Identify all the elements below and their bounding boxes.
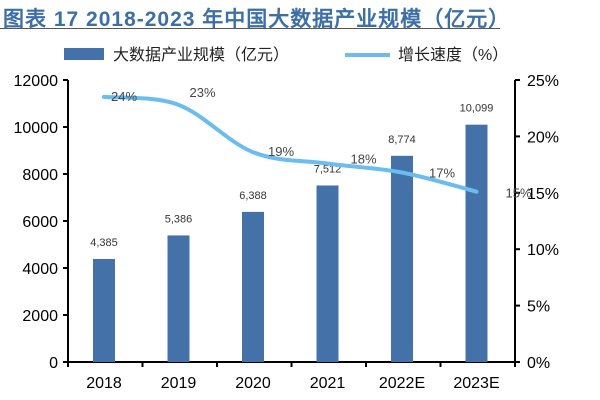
left-tick-label: 4000 — [22, 261, 58, 278]
left-tick-label: 6000 — [22, 214, 58, 231]
bar-label: 10,099 — [460, 103, 494, 115]
line-label: 18% — [350, 151, 376, 166]
line-label: 19% — [268, 144, 294, 159]
legend-line-label: 增长速度（%） — [398, 46, 508, 64]
x-tick-label: 2022E — [379, 375, 425, 392]
right-tick-label: 20% — [527, 129, 559, 146]
bar-2022E — [391, 155, 413, 362]
line-label: 17% — [429, 165, 455, 180]
bar-label: 7,512 — [314, 163, 342, 175]
left-tick-label: 10000 — [14, 120, 59, 137]
bar-2019 — [167, 235, 190, 362]
title-divider — [0, 28, 500, 29]
left-tick-label: 8000 — [22, 167, 58, 184]
line-label: 23% — [189, 85, 215, 100]
x-tick-label: 2021 — [310, 375, 346, 392]
legend-bar-label: 大数据产业规模（亿元） — [113, 46, 289, 64]
right-tick-label: 25% — [527, 73, 559, 90]
left-tick-label: 2000 — [22, 308, 58, 325]
left-tick-label: 0 — [49, 355, 58, 372]
x-tick-label: 2023E — [453, 375, 499, 392]
line-label: 15% — [505, 186, 531, 201]
right-tick-label: 10% — [527, 242, 559, 259]
right-tick-label: 0% — [527, 355, 550, 372]
growth-line — [102, 94, 479, 194]
bar-label: 4,385 — [90, 237, 118, 249]
legend-bar-swatch — [64, 48, 104, 60]
bar-2021 — [316, 185, 339, 362]
x-tick-label: 2019 — [161, 375, 197, 392]
bar-2018 — [93, 258, 115, 362]
chart-title: 图表 17 2018-2023 年中国大数据产业规模（亿元） — [3, 8, 511, 31]
left-tick-label: 12000 — [14, 73, 59, 90]
bar-2023E — [465, 124, 488, 363]
bar-label: 8,774 — [388, 134, 416, 146]
right-tick-label: 15% — [527, 186, 559, 203]
right-tick-label: 5% — [527, 299, 550, 316]
bar-label: 5,386 — [165, 213, 193, 225]
x-tick-label: 2018 — [86, 375, 122, 392]
bar-label: 6,388 — [239, 190, 267, 202]
bar-2020 — [242, 211, 264, 362]
x-tick-label: 2020 — [235, 375, 271, 392]
line-label: 24% — [111, 89, 137, 104]
